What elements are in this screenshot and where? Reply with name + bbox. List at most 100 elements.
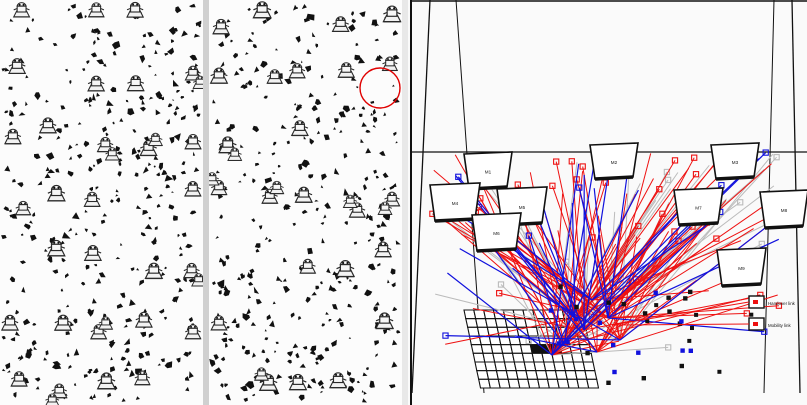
obstacle-dot: [287, 351, 293, 357]
network-node-filled[interactable]: [574, 316, 579, 322]
sprite-arm-left: [97, 378, 102, 382]
network-node[interactable]: [442, 332, 449, 339]
network-node-filled[interactable]: [641, 376, 646, 381]
network-node[interactable]: [549, 182, 556, 189]
network-node[interactable]: [514, 181, 521, 188]
network-node-filled[interactable]: [612, 369, 617, 375]
network-node[interactable]: [762, 149, 769, 156]
legend-item-secondary[interactable]: Mobility link: [611, 317, 791, 331]
box-m9[interactable]: M9: [716, 247, 767, 288]
obstacle-dot: [317, 379, 324, 387]
box-m3[interactable]: M3: [710, 142, 760, 181]
obstacle-dot: [189, 54, 198, 61]
obstacle-dot: [18, 112, 26, 116]
network-node[interactable]: [773, 154, 780, 161]
grid-cell[interactable]: [582, 361, 596, 372]
network-node[interactable]: [671, 157, 679, 164]
obstacle-dot: [106, 100, 114, 106]
network-node-filled[interactable]: [565, 339, 570, 345]
obstacle-dot: [333, 127, 336, 130]
network-node-filled[interactable]: [654, 303, 659, 308]
sprite-head: [130, 75, 141, 80]
sprite-eye-left: [103, 317, 105, 320]
obstacle-dot: [223, 288, 231, 297]
network-node-filled[interactable]: [642, 311, 648, 316]
box-m2[interactable]: M2: [589, 142, 639, 181]
network-node[interactable]: [692, 171, 700, 178]
network-node-filled[interactable]: [653, 290, 658, 295]
obstacle-dot: [195, 20, 202, 27]
network-node[interactable]: [568, 158, 575, 165]
network-node-filled[interactable]: [683, 296, 688, 301]
obstacle-dot: [387, 279, 390, 284]
obstacle-dot: [336, 317, 343, 323]
sprite-body: [230, 150, 240, 157]
network-node-filled[interactable]: [556, 341, 562, 346]
network-node[interactable]: [497, 281, 505, 288]
obstacle-dot: [366, 367, 369, 371]
network-node-filled[interactable]: [606, 300, 611, 305]
selected-agent-circle[interactable]: [359, 67, 401, 109]
network-node-filled[interactable]: [574, 304, 579, 310]
obstacle-dot: [240, 385, 248, 392]
sprite-eye-right: [199, 274, 202, 277]
sprite-head: [298, 186, 310, 192]
robot-sprite-icon: [261, 188, 279, 204]
sprite-arm-right: [152, 146, 157, 149]
network-node[interactable]: [576, 184, 583, 191]
sprite-eye-right: [97, 77, 100, 80]
box-m7[interactable]: M7: [673, 187, 724, 227]
network-node[interactable]: [665, 344, 672, 351]
network-node[interactable]: [691, 154, 698, 161]
box-m6[interactable]: M6: [471, 212, 522, 253]
network-node-filled[interactable]: [679, 319, 684, 324]
network-node-filled[interactable]: [558, 284, 563, 289]
network-node-filled[interactable]: [680, 348, 685, 353]
network-node-filled[interactable]: [690, 326, 694, 330]
network-node[interactable]: [553, 158, 560, 165]
network-node-filled[interactable]: [645, 319, 650, 323]
obstacle-dot: [372, 124, 377, 128]
obstacle-dot: [344, 221, 348, 225]
network-node[interactable]: [713, 235, 720, 242]
network-node[interactable]: [496, 290, 503, 297]
network-node[interactable]: [632, 276, 640, 283]
network-node[interactable]: [525, 232, 533, 239]
robot-sprite-icon: [331, 16, 350, 33]
network-node-filled[interactable]: [606, 380, 611, 385]
obstacle-dot: [9, 18, 14, 22]
network-node[interactable]: [635, 222, 642, 230]
legend-item-primary[interactable]: Handover link: [611, 295, 796, 326]
network-node-filled[interactable]: [597, 320, 603, 325]
obstacle-dot: [376, 224, 381, 229]
network-node-filled[interactable]: [688, 348, 693, 353]
network-node-filled[interactable]: [667, 309, 672, 314]
network-node-filled[interactable]: [694, 312, 699, 317]
network-node-filled[interactable]: [636, 350, 641, 355]
network-node-filled[interactable]: [679, 363, 684, 369]
box-label: M5: [519, 205, 526, 210]
sprite-arm-left: [4, 134, 9, 138]
sprite-eye-left: [145, 141, 148, 144]
grid-cell[interactable]: [584, 370, 598, 380]
network-node[interactable]: [775, 302, 783, 309]
box-m4[interactable]: M4: [429, 182, 481, 223]
network-node-filled[interactable]: [666, 295, 671, 300]
sprite-body: [194, 276, 203, 283]
network-node-filled[interactable]: [688, 289, 693, 295]
network-node[interactable]: [664, 176, 672, 184]
grid-cell[interactable]: [586, 378, 600, 389]
network-node-filled[interactable]: [548, 308, 554, 313]
network-node-filled[interactable]: [611, 342, 616, 348]
network-node[interactable]: [579, 163, 586, 170]
network-node-filled[interactable]: [585, 350, 590, 356]
network-node-filled[interactable]: [687, 338, 692, 343]
network-node-filled[interactable]: [749, 312, 754, 317]
network-node-filled[interactable]: [621, 301, 626, 307]
obstacle-dot: [74, 383, 77, 386]
obstacle-dot: [92, 93, 96, 101]
network-node-filled[interactable]: [717, 369, 722, 374]
box-m8[interactable]: M8: [759, 189, 807, 230]
obstacle-dot: [25, 27, 31, 33]
network-node[interactable]: [737, 199, 744, 206]
